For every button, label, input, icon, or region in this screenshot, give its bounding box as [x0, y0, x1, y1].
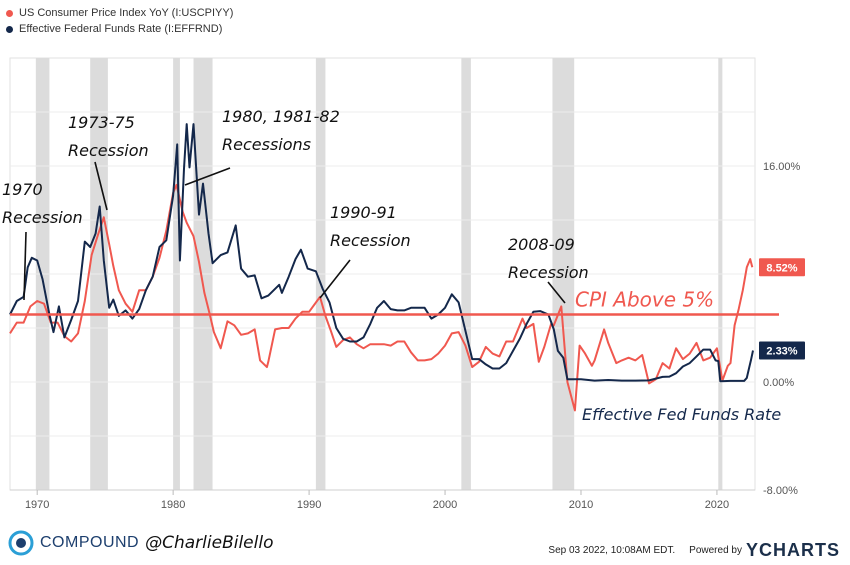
annotation-text: Recession	[508, 263, 589, 282]
x-tick-label: 1980	[161, 499, 185, 511]
annotation-text: Effective Fed Funds Rate	[582, 405, 781, 424]
annotation-text: 1973-75	[68, 113, 135, 132]
annotation-pointer	[94, 161, 108, 211]
cpi-series-line	[9, 183, 754, 412]
annotation-text: 1990-91	[330, 203, 397, 222]
legend-label-cpi: US Consumer Price Index YoY (I:USCPIYY)	[19, 7, 234, 19]
annotation-pointer	[184, 167, 231, 186]
y-tick-label: 16.00%	[763, 161, 801, 173]
x-tick-label: 2020	[705, 499, 729, 511]
reference-line-label: CPI Above 5%	[575, 288, 714, 312]
timestamp: Sep 03 2022, 10:08AM EDT.	[548, 545, 676, 556]
x-tick-label: 1990	[297, 499, 321, 511]
footer-branding: COMPOUND @CharlieBilello	[8, 530, 273, 556]
annotation-text: Recession	[2, 208, 83, 227]
annotation-text: 2008-09	[508, 235, 575, 254]
y-tick-label: -8.00%	[763, 485, 798, 497]
fed-funds-end-badge-label: 2.33%	[766, 346, 797, 358]
fed-funds-end-badge	[759, 341, 805, 360]
legend-label-fed-funds: Effective Federal Funds Rate (I:EFFRND)	[19, 23, 223, 35]
annotation-text: Recession	[68, 141, 149, 160]
legend-entry-cpi[interactable]: US Consumer Price Index YoY (I:USCPIYY)	[6, 5, 233, 21]
annotation-text: 1980, 1981-82	[222, 107, 340, 126]
footer-source: Sep 03 2022, 10:08AM EDT. Powered by YCH…	[548, 540, 840, 561]
ycharts-logo[interactable]: YCHARTS	[745, 540, 840, 560]
annotation-pointer	[23, 231, 27, 301]
x-tick-label: 2000	[433, 499, 457, 511]
chart-legend: US Consumer Price Index YoY (I:USCPIYY) …	[6, 5, 233, 37]
y-tick-label: 0.00%	[763, 377, 794, 389]
fed-funds-series-line	[9, 123, 754, 383]
annotation-text: 1970	[2, 180, 43, 199]
annotation-pointer	[547, 281, 566, 304]
legend-dot-cpi-icon	[6, 9, 13, 17]
annotation-pointer	[319, 259, 351, 299]
compound-logo-icon	[8, 530, 34, 556]
powered-by-label: Powered by	[689, 545, 742, 556]
annotation-text: Recessions	[222, 135, 311, 154]
legend-entry-fed-funds[interactable]: Effective Federal Funds Rate (I:EFFRND)	[6, 21, 233, 37]
x-tick-label: 2010	[569, 499, 593, 511]
cpi-end-badge-label: 8.52%	[766, 262, 797, 274]
brand-name: COMPOUND	[40, 534, 140, 551]
annotation-text: Recession	[330, 231, 411, 250]
legend-dot-fed-funds-icon	[6, 25, 13, 33]
x-tick-label: 1970	[25, 499, 49, 511]
cpi-end-badge	[759, 258, 805, 277]
author-handle[interactable]: @CharlieBilello	[145, 533, 274, 553]
